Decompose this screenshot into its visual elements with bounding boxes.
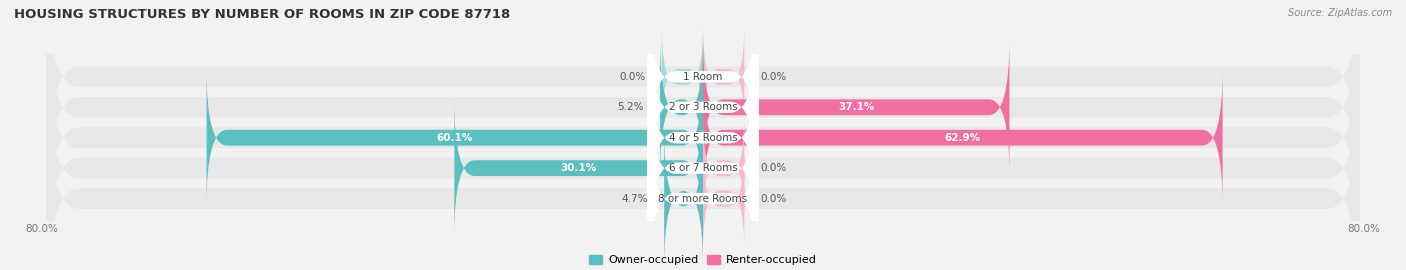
FancyBboxPatch shape: [647, 37, 759, 238]
Text: 4.7%: 4.7%: [621, 194, 648, 204]
Text: 6 or 7 Rooms: 6 or 7 Rooms: [669, 163, 737, 173]
Text: 2 or 3 Rooms: 2 or 3 Rooms: [669, 102, 737, 112]
Text: 0.0%: 0.0%: [761, 72, 787, 82]
FancyBboxPatch shape: [46, 0, 1360, 219]
FancyBboxPatch shape: [647, 0, 759, 178]
FancyBboxPatch shape: [647, 98, 759, 270]
FancyBboxPatch shape: [664, 130, 703, 267]
Text: HOUSING STRUCTURES BY NUMBER OF ROOMS IN ZIP CODE 87718: HOUSING STRUCTURES BY NUMBER OF ROOMS IN…: [14, 8, 510, 21]
Text: 1 Room: 1 Room: [683, 72, 723, 82]
FancyBboxPatch shape: [659, 39, 703, 176]
FancyBboxPatch shape: [703, 69, 1223, 206]
Text: 4 or 5 Rooms: 4 or 5 Rooms: [669, 133, 737, 143]
Text: 60.1%: 60.1%: [437, 133, 472, 143]
Text: 37.1%: 37.1%: [838, 102, 875, 112]
Text: 8 or more Rooms: 8 or more Rooms: [658, 194, 748, 204]
Text: 0.0%: 0.0%: [761, 163, 787, 173]
FancyBboxPatch shape: [454, 100, 703, 236]
FancyBboxPatch shape: [647, 6, 759, 208]
FancyBboxPatch shape: [703, 24, 744, 130]
Text: 30.1%: 30.1%: [561, 163, 596, 173]
Text: Source: ZipAtlas.com: Source: ZipAtlas.com: [1288, 8, 1392, 18]
FancyBboxPatch shape: [46, 87, 1360, 270]
FancyBboxPatch shape: [662, 24, 703, 130]
FancyBboxPatch shape: [703, 146, 744, 252]
FancyBboxPatch shape: [46, 57, 1360, 270]
FancyBboxPatch shape: [647, 67, 759, 269]
Text: 0.0%: 0.0%: [619, 72, 645, 82]
Text: 62.9%: 62.9%: [945, 133, 981, 143]
FancyBboxPatch shape: [46, 0, 1360, 188]
FancyBboxPatch shape: [207, 69, 703, 206]
Text: 0.0%: 0.0%: [761, 194, 787, 204]
Text: 5.2%: 5.2%: [617, 102, 644, 112]
FancyBboxPatch shape: [703, 39, 1010, 176]
FancyBboxPatch shape: [46, 26, 1360, 249]
Legend: Owner-occupied, Renter-occupied: Owner-occupied, Renter-occupied: [585, 250, 821, 269]
FancyBboxPatch shape: [703, 115, 744, 221]
